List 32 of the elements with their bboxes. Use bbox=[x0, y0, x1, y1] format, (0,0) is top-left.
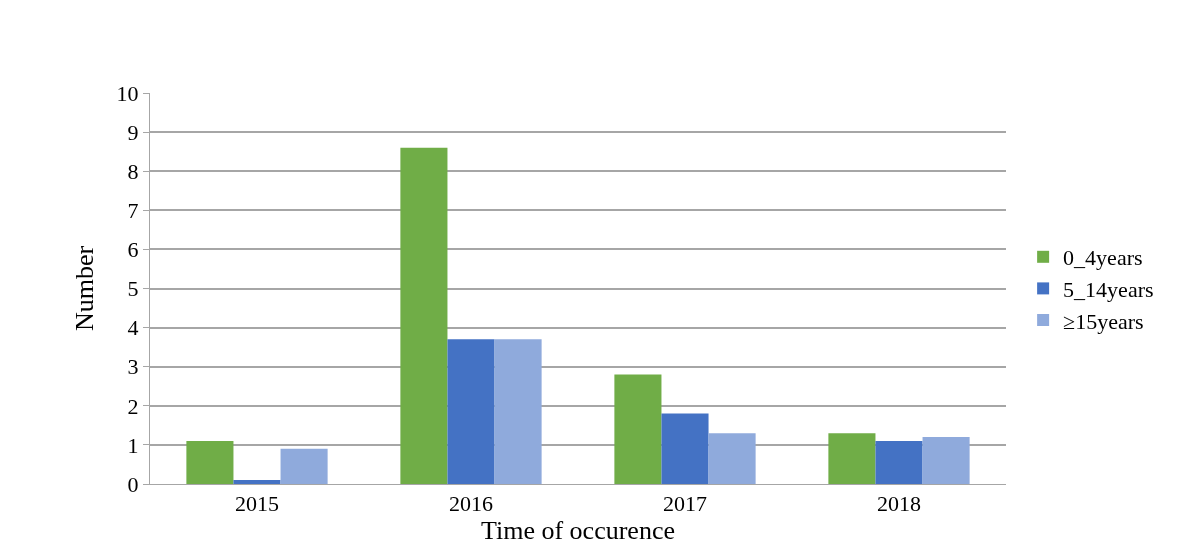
y-tick-label: 2 bbox=[127, 393, 139, 419]
bar bbox=[233, 480, 281, 484]
x-tick-label: 2016 bbox=[449, 491, 493, 517]
y-tick-label: 6 bbox=[127, 237, 139, 263]
y-tick-label: 10 bbox=[116, 80, 139, 106]
legend-label: ≥15years bbox=[1063, 308, 1144, 334]
bar bbox=[280, 448, 328, 484]
bar bbox=[708, 433, 756, 484]
bar bbox=[875, 440, 923, 484]
bar bbox=[447, 339, 495, 484]
y-tick-label: 9 bbox=[127, 119, 139, 145]
y-axis-title: Number bbox=[70, 245, 99, 332]
bar bbox=[614, 374, 662, 484]
bar bbox=[922, 437, 970, 484]
bar bbox=[494, 339, 542, 484]
y-tick-label: 3 bbox=[127, 354, 139, 380]
legend-label: 0_4years bbox=[1063, 245, 1143, 271]
x-tick-label: 2015 bbox=[235, 491, 279, 517]
x-tick-label: 2017 bbox=[663, 491, 707, 517]
bar bbox=[828, 433, 876, 484]
legend-label: 5_14years bbox=[1063, 276, 1154, 302]
y-tick-label: 7 bbox=[127, 198, 139, 223]
y-tick-label: 0 bbox=[127, 471, 139, 497]
y-tick-label: 4 bbox=[127, 315, 139, 341]
bar bbox=[400, 147, 448, 484]
y-tick-label: 5 bbox=[127, 276, 139, 302]
y-tick-label: 8 bbox=[127, 158, 139, 184]
bar bbox=[661, 413, 709, 484]
bar bbox=[186, 440, 234, 484]
x-tick-label: 2018 bbox=[877, 491, 921, 517]
y-tick-label: 1 bbox=[127, 432, 139, 458]
x-axis-title: Time of occurence bbox=[481, 516, 675, 546]
